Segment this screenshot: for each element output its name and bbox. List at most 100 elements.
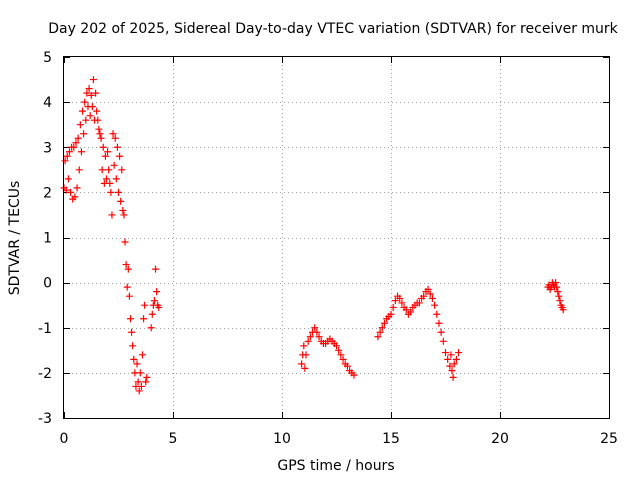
data-point-plus bbox=[117, 197, 125, 205]
data-point-plus bbox=[452, 355, 460, 363]
data-point-plus bbox=[77, 148, 85, 156]
data-point-plus bbox=[93, 107, 101, 115]
data-point-plus bbox=[424, 285, 432, 293]
data-point-plus bbox=[426, 290, 434, 298]
data-point-plus bbox=[138, 351, 146, 359]
x-tick-label: 25 bbox=[600, 431, 618, 447]
y-tick-label: 5 bbox=[43, 50, 52, 66]
data-point-plus bbox=[75, 166, 83, 174]
data-point-plus bbox=[63, 152, 71, 160]
y-tick-label: -2 bbox=[38, 366, 52, 382]
x-tick-label: 5 bbox=[169, 431, 178, 447]
data-point-plus bbox=[402, 306, 410, 314]
data-point-plus bbox=[143, 373, 151, 381]
data-point-plus bbox=[74, 134, 82, 142]
data-point-plus bbox=[306, 333, 314, 341]
y-tick-label: 0 bbox=[43, 276, 52, 292]
data-point-plus bbox=[311, 324, 319, 332]
data-point-plus bbox=[396, 294, 404, 302]
data-point-plus bbox=[120, 211, 128, 219]
data-point-plus bbox=[148, 310, 156, 318]
data-point-plus bbox=[106, 179, 114, 187]
data-point-plus bbox=[123, 283, 131, 291]
data-point-plus bbox=[94, 116, 102, 124]
data-point-plus bbox=[129, 342, 137, 350]
data-point-plus bbox=[552, 279, 560, 287]
data-point-plus bbox=[415, 299, 423, 307]
data-point-plus bbox=[98, 166, 106, 174]
data-point-plus bbox=[343, 362, 351, 370]
data-point-plus bbox=[335, 346, 343, 354]
data-point-plus bbox=[87, 91, 95, 99]
y-axis-label: SDTVAR / TECUs bbox=[7, 181, 23, 296]
data-point-plus bbox=[313, 328, 321, 336]
data-point-plus bbox=[350, 371, 358, 379]
data-point-plus bbox=[298, 360, 306, 368]
data-point-plus bbox=[65, 148, 73, 156]
x-tick-label: 20 bbox=[491, 431, 509, 447]
data-point-plus bbox=[374, 333, 382, 341]
x-tick-label: 10 bbox=[273, 431, 291, 447]
x-axis-label: GPS time / hours bbox=[277, 458, 394, 474]
data-point-plus bbox=[555, 292, 563, 300]
data-point-plus bbox=[105, 166, 113, 174]
data-point-plus bbox=[450, 360, 458, 368]
data-point-plus bbox=[101, 152, 109, 160]
data-point-plus bbox=[300, 342, 308, 350]
data-point-plus bbox=[448, 367, 456, 375]
y-tick-label: -3 bbox=[38, 411, 52, 427]
data-point-plus bbox=[301, 364, 309, 372]
data-point-plus bbox=[444, 355, 452, 363]
data-point-plus bbox=[142, 378, 150, 386]
data-point-plus bbox=[398, 299, 406, 307]
data-point-plus bbox=[420, 292, 428, 300]
y-tick-label: 4 bbox=[43, 95, 52, 111]
y-tick-label: 1 bbox=[43, 231, 52, 247]
data-point-plus bbox=[107, 188, 115, 196]
data-point-plus bbox=[391, 297, 399, 305]
data-point-plus bbox=[72, 139, 80, 147]
data-point-plus bbox=[89, 76, 97, 84]
data-point-plus bbox=[407, 308, 415, 316]
data-point-plus bbox=[559, 306, 567, 314]
data-point-plus bbox=[455, 349, 463, 357]
x-tick-labels: 0 5 10 15 20 25 bbox=[60, 431, 618, 447]
data-point-plus bbox=[147, 324, 155, 332]
data-point-plus bbox=[380, 319, 388, 327]
data-point-plus bbox=[556, 297, 564, 305]
data-point-plus bbox=[86, 112, 94, 120]
data-point-plus bbox=[446, 362, 454, 370]
axis-ticks bbox=[64, 57, 610, 419]
data-point-plus bbox=[302, 351, 310, 359]
data-point-plus bbox=[81, 98, 89, 106]
data-point-plus bbox=[115, 188, 122, 196]
data-point-plus bbox=[122, 261, 130, 269]
data-point-plus bbox=[153, 288, 161, 296]
data-point-plus bbox=[119, 206, 127, 214]
data-point-plus bbox=[134, 378, 142, 386]
data-points bbox=[60, 76, 567, 395]
data-point-plus bbox=[439, 337, 447, 345]
data-point-plus bbox=[135, 387, 143, 395]
data-point-plus bbox=[67, 188, 75, 196]
data-point-plus bbox=[64, 175, 72, 183]
plot-frame bbox=[63, 56, 610, 419]
data-point-plus bbox=[553, 283, 561, 291]
data-point-plus bbox=[315, 333, 323, 341]
data-point-plus bbox=[337, 351, 345, 359]
data-point-plus bbox=[333, 342, 340, 350]
data-point-plus bbox=[431, 301, 439, 309]
data-point-plus bbox=[428, 294, 436, 302]
data-point-plus bbox=[378, 324, 386, 332]
data-point-plus bbox=[133, 360, 141, 368]
y-tick-label: -1 bbox=[38, 321, 52, 337]
data-point-plus bbox=[140, 315, 148, 323]
data-point-plus bbox=[103, 175, 111, 183]
x-tick-label: 15 bbox=[382, 431, 400, 447]
data-point-plus bbox=[136, 369, 144, 377]
data-point-plus bbox=[116, 152, 124, 160]
data-point-plus bbox=[449, 373, 457, 381]
data-point-plus bbox=[389, 303, 397, 311]
data-point-plus bbox=[76, 121, 84, 129]
data-point-plus bbox=[150, 297, 158, 305]
